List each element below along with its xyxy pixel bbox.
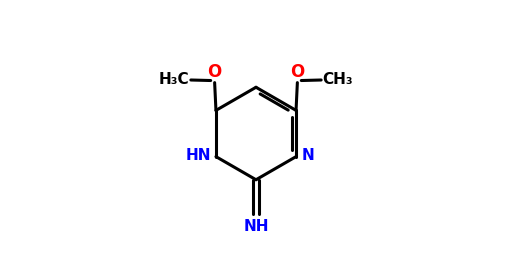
Text: H₃C: H₃C: [159, 73, 189, 88]
Text: O: O: [290, 63, 305, 81]
Text: O: O: [207, 63, 222, 81]
Text: HN: HN: [185, 148, 210, 163]
Text: CH₃: CH₃: [323, 73, 353, 88]
Text: NH: NH: [243, 219, 269, 234]
Text: N: N: [302, 148, 314, 163]
